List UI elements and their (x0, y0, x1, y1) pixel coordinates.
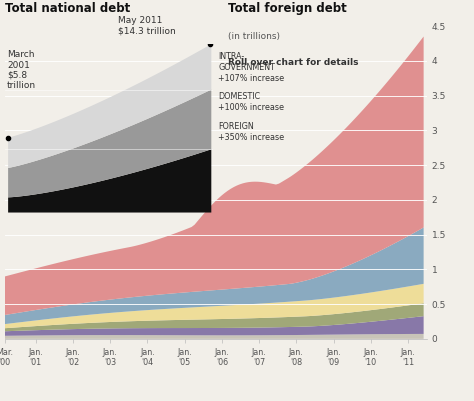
Text: Total national debt: Total national debt (5, 2, 130, 15)
Text: March
2001
$5.8
trillion: March 2001 $5.8 trillion (7, 50, 36, 90)
Text: Total foreign debt: Total foreign debt (228, 2, 346, 15)
Text: Roll over chart for details: Roll over chart for details (228, 58, 358, 67)
Text: May 2011
$14.3 trillion: May 2011 $14.3 trillion (118, 16, 176, 35)
Text: (in trillions): (in trillions) (228, 32, 280, 41)
Text: INTRA-
GOVERNMENT
+107% increase: INTRA- GOVERNMENT +107% increase (218, 52, 284, 83)
Text: FOREIGN
+350% increase: FOREIGN +350% increase (218, 122, 284, 142)
Text: DOMESTIC
+100% increase: DOMESTIC +100% increase (218, 92, 284, 112)
